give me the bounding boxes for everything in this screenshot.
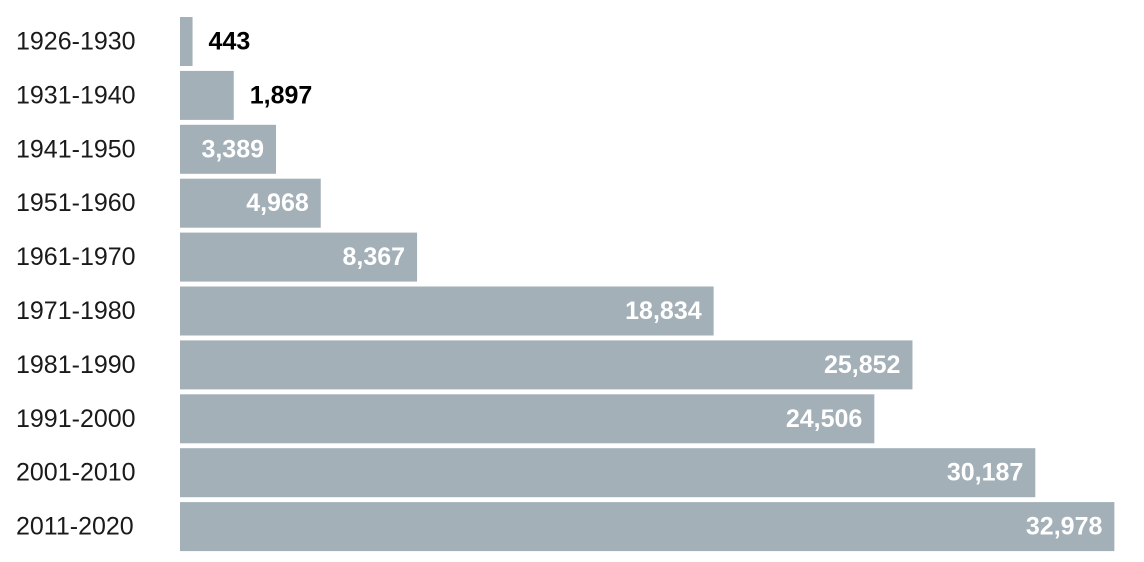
bar-2001-2010 <box>180 448 1036 498</box>
bars-group <box>180 17 1115 552</box>
value-label: 443 <box>209 28 251 56</box>
category-label: 2001-2010 <box>16 459 136 487</box>
bar-1931-1940 <box>180 70 234 120</box>
bar-1926-1930 <box>180 17 193 66</box>
value-label: 1,897 <box>250 81 313 109</box>
bar-2011-2020 <box>180 502 1115 552</box>
category-labels-group: 1926-1930 1931-1940 1941-1950 1951-1960 1961… <box>16 28 136 541</box>
category-label: 1991-2000 <box>16 405 136 433</box>
value-label: 18,834 <box>625 297 702 325</box>
value-label: 32,978 <box>1026 513 1103 541</box>
value-label: 3,389 <box>201 135 264 163</box>
bar-1991-2000 <box>180 394 875 444</box>
bar-1971-1980 <box>180 286 714 336</box>
category-label: 1951-1960 <box>16 189 136 217</box>
bar-1961-1970 <box>180 232 418 282</box>
value-label: 4,968 <box>246 189 309 217</box>
category-label: 1961-1970 <box>16 243 136 271</box>
category-label: 1981-1990 <box>16 351 136 379</box>
category-label: 2011-2020 <box>16 513 134 541</box>
value-labels-group: 443 1,897 3,389 4,968 8,367 18,834 25,852 24,50… <box>201 28 1102 541</box>
value-label: 24,506 <box>786 405 862 433</box>
category-label: 1971-1980 <box>16 297 136 325</box>
bar-1951-1960 <box>180 178 321 228</box>
bar-1981-1990 <box>180 340 913 390</box>
category-label: 1931-1940 <box>16 81 136 109</box>
category-label: 1941-1950 <box>16 135 136 163</box>
value-label: 8,367 <box>343 243 406 271</box>
category-label: 1926-1930 <box>16 28 136 56</box>
value-label: 30,187 <box>947 459 1023 487</box>
value-label: 25,852 <box>824 351 900 379</box>
bar-1941-1950 <box>180 124 277 174</box>
